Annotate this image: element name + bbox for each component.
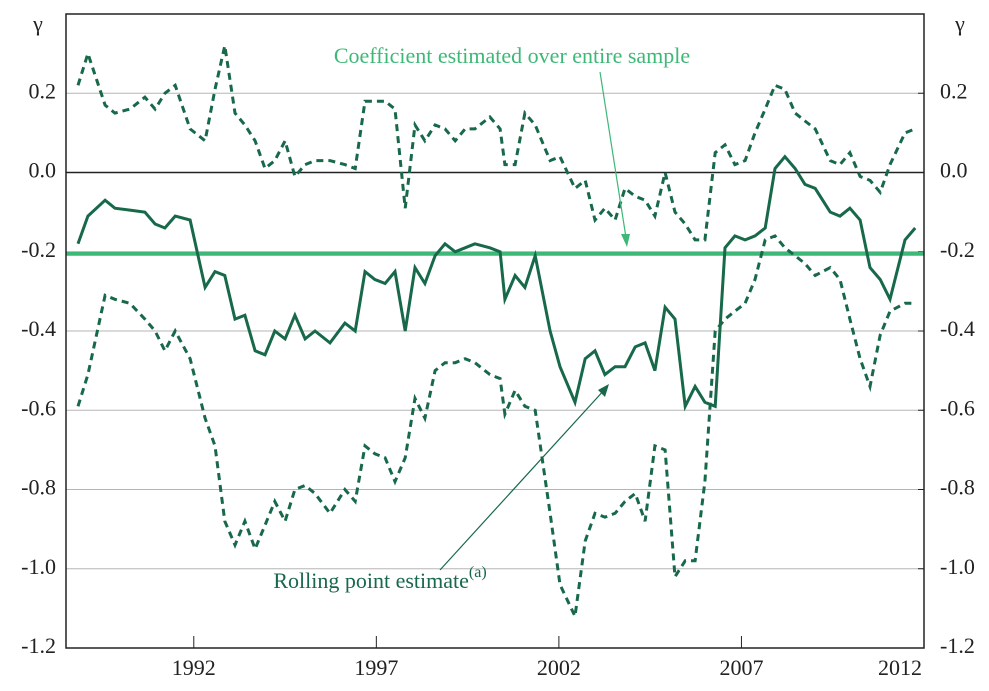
band-line <box>76 234 916 622</box>
annotation: Rolling point estimate(a) <box>273 564 486 593</box>
band-line <box>76 45 916 242</box>
y-tick-label: 0.2 <box>29 78 57 103</box>
x-tick-label: 2002 <box>537 655 581 680</box>
y-axis-label: γ <box>32 11 43 36</box>
arrow-head <box>621 234 630 247</box>
annotation-text: Rolling point estimate <box>273 568 469 593</box>
annotation-arrow <box>439 387 607 571</box>
y2-axis-label: γ <box>954 11 965 36</box>
arrow-head <box>598 384 609 397</box>
x-tick-label: 2007 <box>719 655 763 680</box>
y2-tick-label: 0.2 <box>940 78 968 103</box>
y2-tick-label: -0.6 <box>940 395 975 420</box>
y-tick-label: -1.0 <box>21 554 56 579</box>
y2-tick-label: -0.8 <box>940 475 975 500</box>
x-tick-label: 2012 <box>878 655 922 680</box>
plot-frame <box>65 13 925 649</box>
y-tick-label: -0.2 <box>21 237 56 262</box>
y2-tick-label: 0.0 <box>940 158 968 183</box>
y-tick-label: -1.2 <box>21 633 56 658</box>
annotation: Coefficient estimated over entire sample <box>334 43 690 68</box>
y-tick-label: -0.8 <box>21 475 56 500</box>
y-tick-label: 0.0 <box>29 158 57 183</box>
y2-tick-label: -1.2 <box>940 633 975 658</box>
annotation-superscript: (a) <box>469 564 487 581</box>
y2-tick-label: -1.0 <box>940 554 975 579</box>
y-tick-label: -0.6 <box>21 395 56 420</box>
x-tick-label: 1992 <box>172 655 216 680</box>
x-tick-label: 1997 <box>354 655 398 680</box>
y2-tick-label: -0.4 <box>940 316 975 341</box>
annotation-arrow <box>599 71 628 245</box>
y2-tick-label: -0.2 <box>940 237 975 262</box>
estimate-line <box>76 154 917 412</box>
y-tick-label: -0.4 <box>21 316 56 341</box>
